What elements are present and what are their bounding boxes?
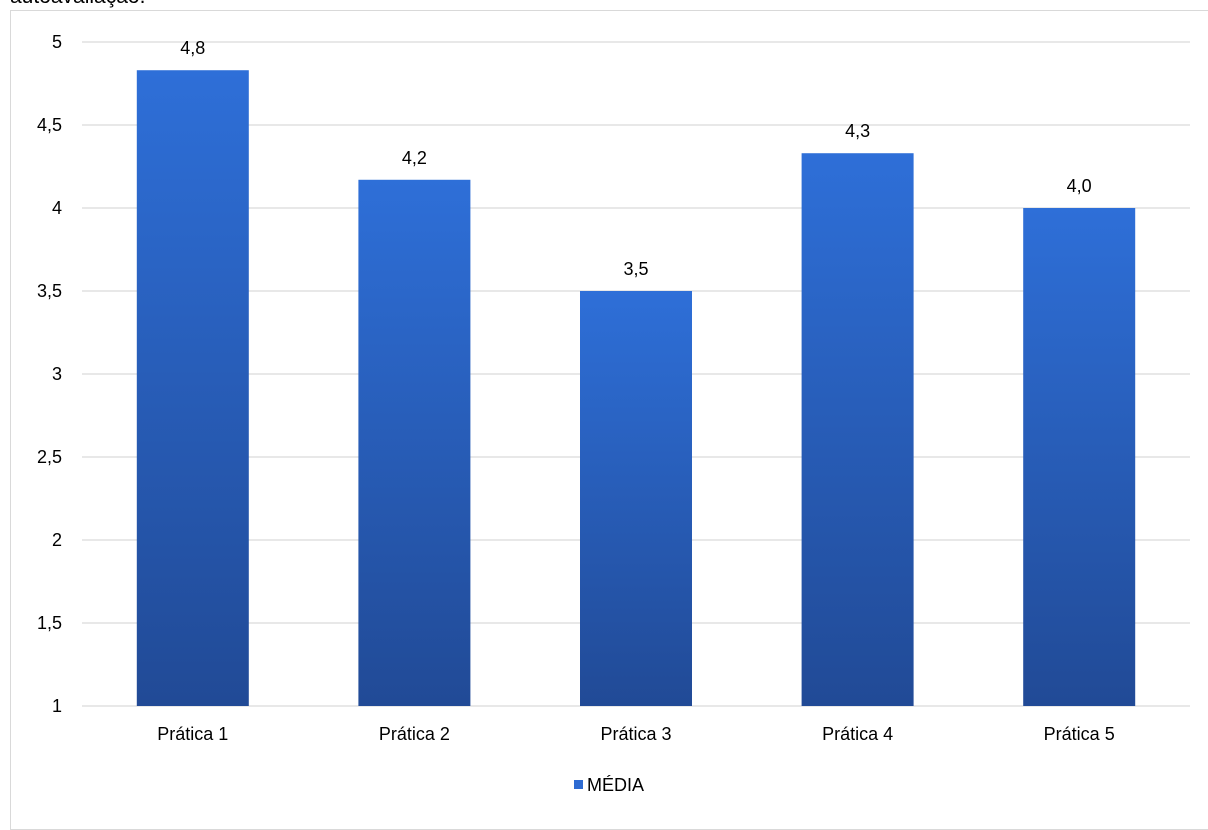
bar xyxy=(1023,208,1136,706)
y-tick-label: 2 xyxy=(52,530,62,550)
figure-caption: autoavaliação. xyxy=(10,0,145,9)
data-label: 4,0 xyxy=(1067,176,1092,196)
x-category-label: Prática 4 xyxy=(822,724,893,744)
bar xyxy=(801,153,914,707)
data-label: 3,5 xyxy=(623,259,648,279)
y-tick-label: 4,5 xyxy=(37,115,62,135)
labels: 1 1,5 2 2,5 3 3,5 4 4,5 5 4,8 Prática 1 4,2 Prática … xyxy=(37,32,1115,744)
legend-swatch xyxy=(574,780,583,789)
data-label: 4,3 xyxy=(845,121,870,141)
legend-label: MÉDIA xyxy=(587,775,644,795)
y-tick-label: 4 xyxy=(52,198,62,218)
x-category-label: Prática 2 xyxy=(379,724,450,744)
y-tick-label: 2,5 xyxy=(37,447,62,467)
bar xyxy=(136,70,249,707)
legend: MÉDIA xyxy=(574,775,644,795)
bars xyxy=(136,70,1136,707)
x-category-label: Prática 1 xyxy=(157,724,228,744)
data-label: 4,2 xyxy=(402,148,427,168)
x-category-label: Prática 5 xyxy=(1044,724,1115,744)
data-label: 4,8 xyxy=(180,38,205,58)
y-tick-label: 5 xyxy=(52,32,62,52)
bar xyxy=(580,291,692,706)
y-tick-label: 1 xyxy=(52,696,62,716)
bar xyxy=(358,179,471,706)
y-tick-label: 3,5 xyxy=(37,281,62,301)
x-category-label: Prática 3 xyxy=(600,724,671,744)
y-tick-label: 3 xyxy=(52,364,62,384)
y-tick-label: 1,5 xyxy=(37,613,62,633)
